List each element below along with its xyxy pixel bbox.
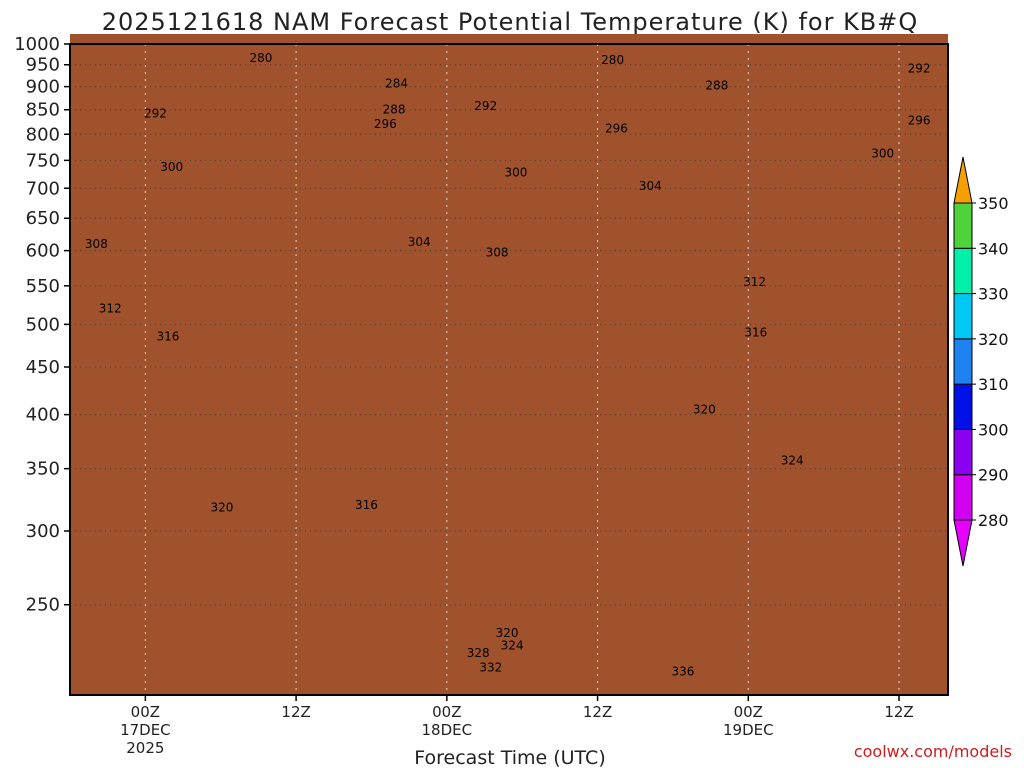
y-tick-label: 550 — [26, 276, 60, 297]
x-tick-label: 18DEC — [422, 721, 473, 739]
y-tick-label: 800 — [26, 124, 60, 145]
y-tick-label: 900 — [26, 77, 60, 98]
colorbar-segment — [953, 474, 973, 521]
contour-label: 328 — [467, 646, 490, 660]
y-tick-label: 700 — [26, 178, 60, 199]
y-tick-label: 950 — [26, 55, 60, 76]
contour-label: 316 — [157, 330, 180, 344]
x-tick-label: 17DEC — [120, 721, 171, 739]
y-tick-label: 750 — [26, 150, 60, 171]
contour-label: 296 — [374, 117, 397, 131]
contour-label: 296 — [605, 122, 628, 136]
contour-label: 316 — [355, 498, 378, 512]
contour-label: 300 — [871, 146, 894, 160]
contour-label: 296 — [908, 113, 931, 127]
colorbar-extend-top — [953, 156, 973, 204]
chart-title: 2025121618 NAM Forecast Potential Temper… — [102, 8, 919, 36]
colorbar-segment — [953, 202, 973, 249]
plot-border — [69, 43, 949, 696]
y-tick-label: 850 — [26, 100, 60, 121]
contour-label: 292 — [144, 107, 167, 121]
y-tick-label: 600 — [26, 241, 60, 262]
contour-label: 288 — [705, 78, 728, 92]
contour-label: 308 — [85, 237, 108, 251]
x-tick-label: 2025 — [126, 739, 164, 757]
colorbar-label: 290 — [978, 466, 1009, 485]
colorbar-segment — [953, 383, 973, 430]
x-tick-label: 00Z — [734, 703, 763, 721]
colorbar-segment — [953, 293, 973, 340]
contour-label: 316 — [744, 326, 767, 340]
contour-label: 300 — [160, 160, 183, 174]
colorbar-legend: 280 290 300 310 320 330 340 350 — [953, 156, 1009, 567]
contour-label: 320 — [211, 500, 234, 514]
y-tick-label: 500 — [26, 314, 60, 335]
contour-label: 324 — [501, 639, 524, 653]
colorbar-label: 350 — [978, 194, 1009, 213]
contour-label: 324 — [781, 454, 804, 468]
contour-label: 312 — [743, 275, 766, 289]
y-tick-label: 250 — [26, 595, 60, 616]
contour-label: 320 — [496, 626, 519, 640]
contour-label: 304 — [639, 179, 662, 193]
contour-label: 312 — [99, 302, 122, 316]
contour-label: 332 — [479, 661, 502, 675]
colorbar-label: 320 — [978, 330, 1009, 349]
contour-label: 292 — [908, 62, 931, 76]
y-tick-label: 650 — [26, 208, 60, 229]
x-tick-label: 00Z — [432, 703, 461, 721]
x-tick-label: 12Z — [583, 703, 612, 721]
colorbar-segment — [953, 428, 973, 476]
colorbar-label: 310 — [978, 375, 1009, 394]
contour-label: 320 — [693, 403, 716, 417]
colorbar-label: 300 — [978, 420, 1009, 439]
contour-label: 288 — [383, 103, 406, 117]
x-tick-label: 00Z — [131, 703, 160, 721]
colorbar-extend-bottom — [953, 519, 973, 567]
x-tick-label: 12Z — [281, 703, 310, 721]
colorbar-label: 280 — [978, 511, 1009, 530]
contour-label: 292 — [474, 99, 497, 113]
contour-label: 308 — [486, 246, 509, 260]
y-tick-label: 400 — [26, 405, 60, 426]
contour-label: 304 — [408, 235, 431, 249]
contour-label: 300 — [504, 165, 527, 179]
x-tick-label: 19DEC — [723, 721, 774, 739]
colorbar-label: 330 — [978, 285, 1009, 304]
x-axis-label: Forecast Time (UTC) — [414, 747, 605, 768]
x-tick-label: 12Z — [884, 703, 913, 721]
ground-surface — [70, 34, 948, 695]
colorbar-segment — [953, 338, 973, 385]
contour-label: 336 — [672, 664, 695, 678]
y-tick-label: 350 — [26, 459, 60, 480]
y-tick-label: 450 — [26, 357, 60, 378]
contour-label: 280 — [249, 51, 272, 65]
y-tick-label: 1000 — [14, 34, 60, 55]
contour-label: 280 — [601, 53, 624, 67]
terrain-ground — [70, 34, 948, 695]
contour-label: 284 — [385, 76, 408, 90]
plot-frame — [69, 43, 949, 696]
colorbar-segment — [953, 247, 973, 295]
credit-text: coolwx.com/models — [854, 742, 1012, 761]
colorbar-label: 340 — [978, 239, 1009, 258]
y-tick-label: 300 — [26, 521, 60, 542]
